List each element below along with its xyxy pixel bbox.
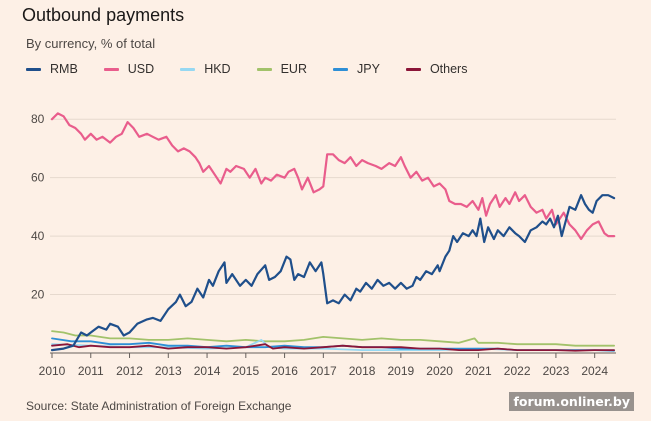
chart-subtitle: By currency, % of total [26,36,156,51]
y-tick-label: 80 [31,112,45,126]
legend-label-usd: USD [127,62,155,76]
legend-label-rmb: RMB [50,62,78,76]
x-tick-label: 2021 [465,364,492,378]
legend-swatch-others [405,67,421,71]
x-tick-label: 2010 [39,364,66,378]
legend-swatch-usd [103,67,119,71]
legend-item-others[interactable]: Others [405,62,468,76]
source-note: Source: State Administration of Foreign … [26,399,292,413]
legend: RMB USD HKD EUR JPY Others [26,62,493,76]
x-tick-label: 2019 [388,364,415,378]
y-tick-label: 20 [31,288,45,302]
legend-swatch-hkd [180,67,196,71]
legend-swatch-eur [256,67,272,71]
x-tick-label: 2022 [504,364,531,378]
legend-item-jpy[interactable]: JPY [333,62,380,76]
series-line-rmb [50,194,616,352]
chart-title: Outbound payments [22,5,185,25]
legend-item-usd[interactable]: USD [103,62,155,76]
series-line-usd [50,112,616,241]
legend-item-hkd[interactable]: HKD [180,62,231,76]
x-axis: 2010 2011 2012 2013 2014 2015 2016 2017 2018 2019… [39,352,616,378]
series-line-others [51,343,615,352]
legend-label-hkd: HKD [204,62,231,76]
x-tick-label: 2020 [426,364,453,378]
x-tick-label: 2017 [310,364,337,378]
x-tick-label: 2015 [232,364,259,378]
series-line-eur [51,330,615,347]
x-tick-label: 2016 [271,364,298,378]
x-tick-label: 2013 [155,364,182,378]
x-tick-label: 2012 [116,364,143,378]
y-axis-labels: 20 40 60 80 [31,112,45,301]
legend-swatch-jpy [333,67,348,71]
legend-label-eur: EUR [280,62,307,76]
y-tick-label: 40 [31,229,45,243]
y-tick-label: 60 [31,171,45,185]
legend-label-others: Others [429,62,468,76]
legend-swatch-rmb [26,67,41,71]
legend-label-jpy: JPY [357,62,380,76]
x-tick-label: 2023 [543,364,570,378]
legend-item-rmb[interactable]: RMB [26,62,78,76]
x-tick-label: 2011 [78,364,104,378]
gridlines [50,118,616,296]
legend-item-eur[interactable]: EUR [256,62,307,76]
x-tick-label: 2014 [194,364,221,378]
series-lines [50,112,616,352]
x-tick-label: 2024 [581,364,608,378]
x-tick-label: 2018 [349,364,376,378]
watermark: forum.onliner.by [509,392,634,411]
